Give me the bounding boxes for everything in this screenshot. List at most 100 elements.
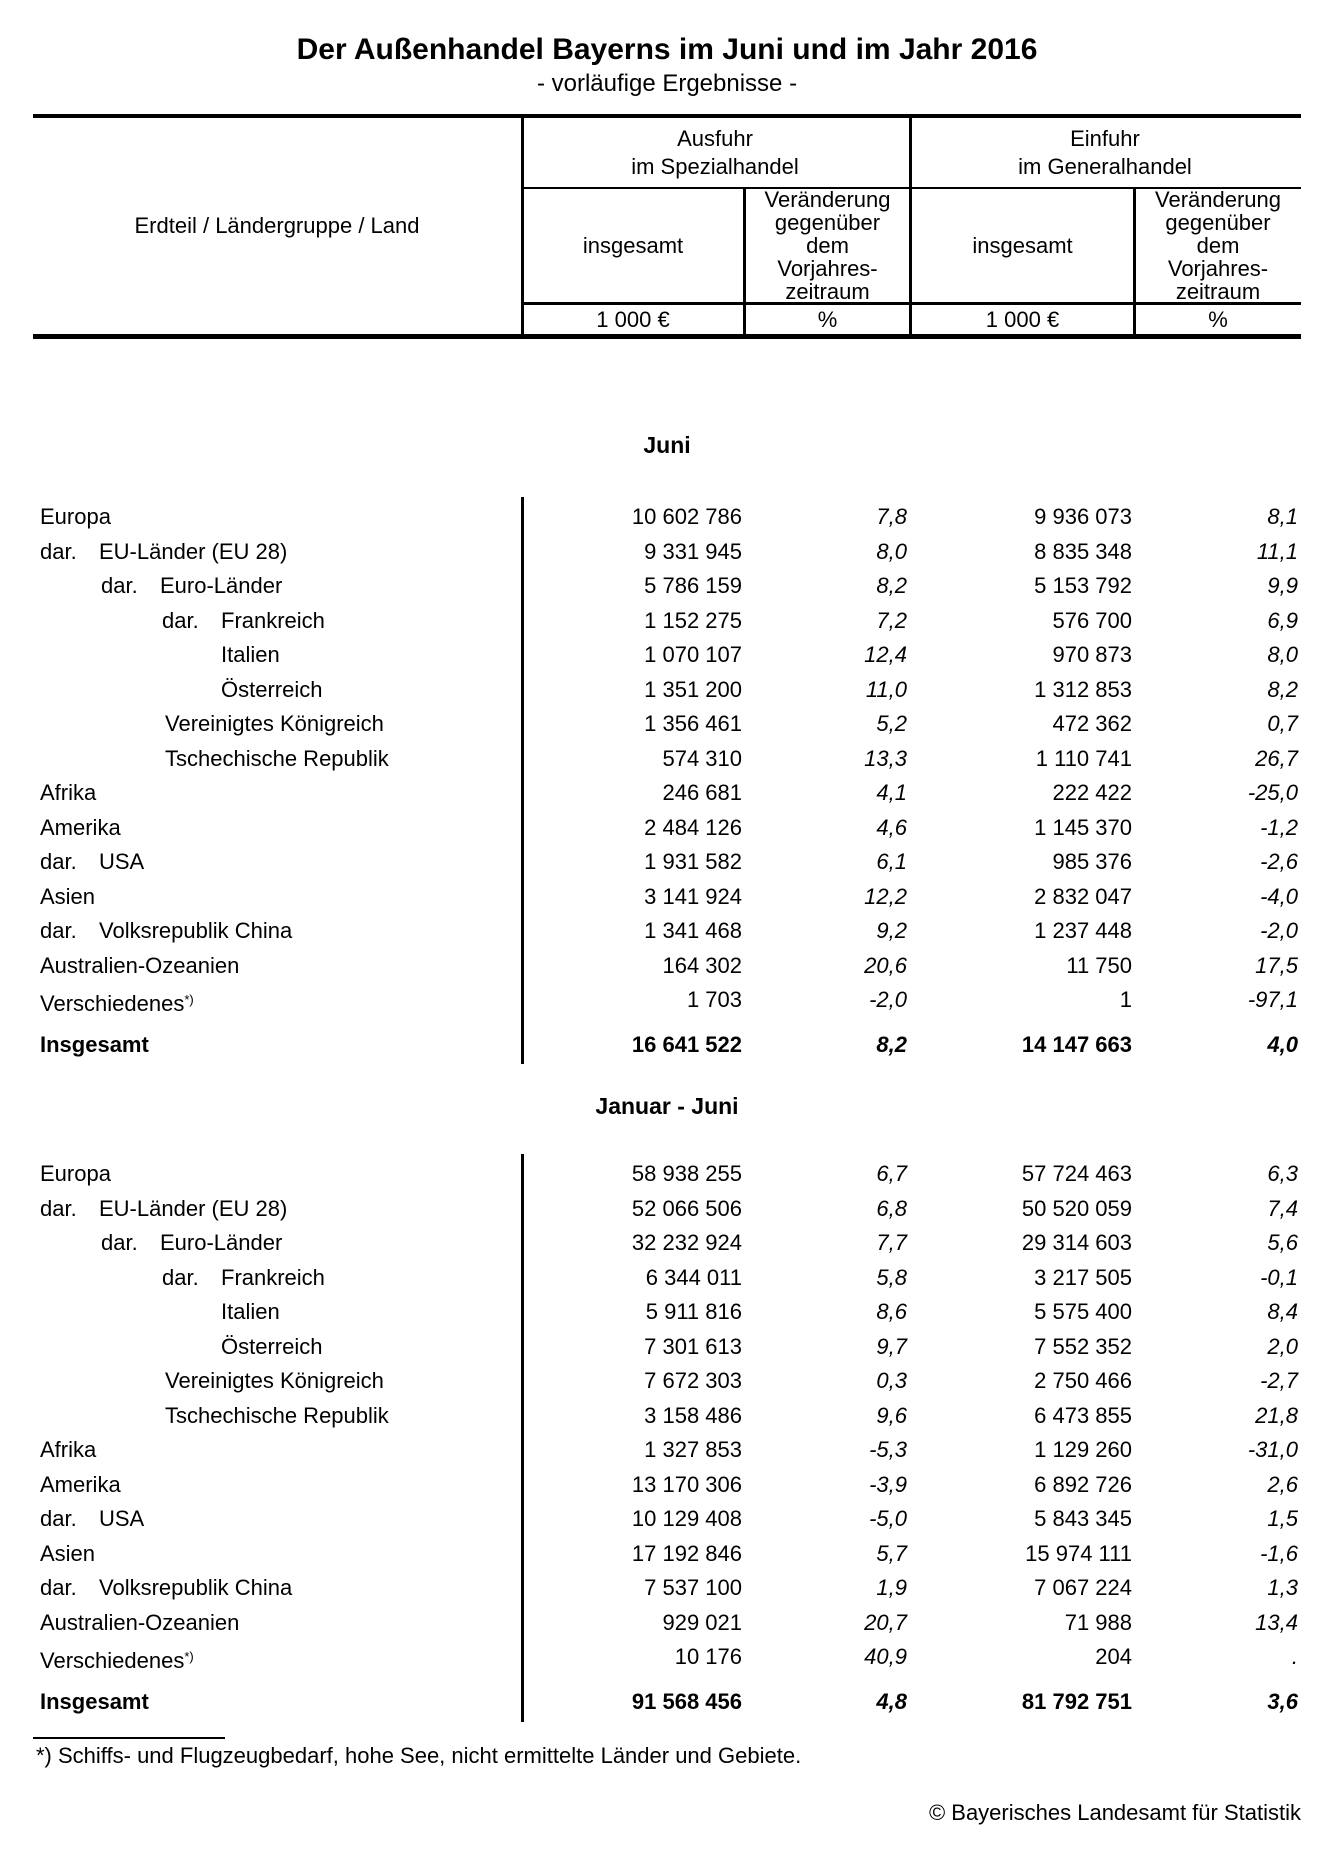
table-row: Österreich 1 351 200 11,0 1 312 853 8,2 — [33, 673, 1301, 708]
export-total-value: 91 568 456 — [631, 1688, 742, 1714]
import-total-value: 5 843 345 — [1034, 1506, 1132, 1531]
import-total-value: 71 988 — [1064, 1609, 1132, 1635]
footnote-marker: *) — [184, 1649, 194, 1664]
export-change-value: 40,9 — [864, 1644, 907, 1669]
row-label: Verschiedenes*) — [33, 983, 521, 1018]
table-row: Verschiedenes*) 1 703 -2,0 1 -97,1 — [33, 983, 1301, 1018]
export-total-value: 32 232 924 — [631, 1230, 742, 1255]
import-change-value: 6,9 — [1267, 607, 1298, 633]
row-label-text: Verschiedenes — [40, 1648, 185, 1673]
import-total-value: 11 750 — [1066, 952, 1132, 978]
row-label: Asien — [33, 1537, 521, 1572]
table-section-januar-juni: Europa 58 938 255 6,7 57 724 463 6,3 dar. EU-L… — [33, 1157, 1301, 1719]
import-pct-unit-label: % — [1208, 307, 1228, 332]
import-total-value: 5 153 792 — [1034, 573, 1132, 598]
import-change-value: 9,9 — [1267, 573, 1298, 598]
total-row: Insgesamt 16 641 522 8,2 14 147 663 4,0 — [33, 1028, 1301, 1063]
darunter-prefix: dar. — [162, 1264, 199, 1290]
row-label: Amerika — [33, 811, 521, 846]
import-change-value: -4,0 — [1260, 883, 1298, 909]
export-change-value: 20,6 — [864, 952, 907, 978]
export-change-value: -3,9 — [869, 1471, 907, 1497]
stub-header: Erdteil / Ländergruppe / Land — [134, 213, 420, 238]
import-change-value: -2,7 — [1260, 1368, 1298, 1393]
row-label: Afrika — [33, 776, 521, 811]
column-divider — [743, 187, 746, 334]
import-change-value: 11,1 — [1256, 538, 1298, 564]
import-change-value: -0,1 — [1260, 1264, 1298, 1290]
import-change-value: 8,0 — [1267, 642, 1298, 667]
import-total-value: 1 312 853 — [1034, 676, 1132, 702]
table-row: Europa 58 938 255 6,7 57 724 463 6,3 — [33, 1157, 1301, 1192]
column-divider — [521, 118, 524, 334]
table-row: Italien 5 911 816 8,6 5 575 400 8,4 — [33, 1295, 1301, 1330]
export-change-value: 8,2 — [876, 573, 907, 598]
export-total-value: 9 331 945 — [644, 538, 742, 564]
import-change-value: -25,0 — [1247, 780, 1298, 805]
import-total-value: 3 217 505 — [1034, 1264, 1132, 1290]
import-change-value: 7,4 — [1267, 1195, 1298, 1221]
row-label: Europa — [33, 500, 521, 535]
export-change-header: Veränderung gegenüber dem Vorjahres- zei… — [764, 187, 891, 304]
row-label: Italien — [33, 1295, 521, 1330]
row-label: Italien — [33, 638, 521, 673]
export-total-value: 16 641 522 — [631, 1031, 742, 1057]
import-total-value: 7 552 352 — [1034, 1333, 1132, 1359]
export-change-value: 8,6 — [876, 1299, 907, 1324]
row-label-text: Vereinigtes Königreich — [165, 711, 384, 736]
import-total-value: 29 314 603 — [1021, 1230, 1132, 1255]
import-change-value: 1,3 — [1267, 1575, 1298, 1600]
column-rule — [521, 1154, 524, 1722]
export-change-value: 4,1 — [876, 780, 907, 805]
table-row: Vereinigtes Königreich 7 672 303 0,3 2 750 … — [33, 1364, 1301, 1399]
import-total-value: 472 362 — [1052, 711, 1132, 736]
row-label: Tschechische Republik — [33, 1399, 521, 1434]
export-change-value: 5,2 — [876, 711, 907, 736]
import-change-value: 21,8 — [1255, 1402, 1298, 1428]
import-total-value: 222 422 — [1052, 780, 1132, 805]
row-label-text: Österreich — [221, 1333, 323, 1359]
export-total-value: 164 302 — [662, 952, 742, 978]
row-label-text: Volksrepublik China — [99, 1575, 293, 1600]
table-row: dar. Volksrepublik China 7 537 100 1,9 7 067… — [33, 1571, 1301, 1606]
import-change-value: 8,4 — [1267, 1299, 1298, 1324]
import-unit-label: 1 000 € — [985, 307, 1060, 332]
table-row: Afrika 246 681 4,1 222 422 -25,0 — [33, 776, 1301, 811]
column-rule — [521, 497, 524, 1064]
export-total-header: insgesamt — [582, 232, 684, 258]
import-change-value: 26,7 — [1255, 745, 1298, 771]
row-label: dar. Frankreich — [33, 1261, 521, 1296]
table-row: Australien-Ozeanien 164 302 20,6 11 750 17,5 — [33, 949, 1301, 984]
import-total-value: 57 724 463 — [1021, 1161, 1132, 1186]
import-total-value: 9 936 073 — [1034, 504, 1132, 529]
row-label: dar. EU-Länder (EU 28) — [33, 535, 521, 570]
export-total-value: 1 703 — [686, 987, 742, 1012]
table-row: dar. USA 10 129 408 -5,0 5 843 345 1,5 — [33, 1502, 1301, 1537]
total-row: Insgesamt 91 568 456 4,8 81 792 751 3,6 — [33, 1685, 1301, 1720]
row-label-text: Tschechische Republik — [165, 1402, 389, 1428]
import-total-value: 5 575 400 — [1034, 1299, 1132, 1324]
row-label: Asien — [33, 880, 521, 915]
row-label-text: Insgesamt — [40, 1031, 149, 1057]
table-row: dar. Volksrepublik China 1 341 468 9,2 1 237… — [33, 914, 1301, 949]
table-row: Österreich 7 301 613 9,7 7 552 352 2,0 — [33, 1330, 1301, 1365]
import-total-value: 985 376 — [1052, 849, 1132, 874]
row-label: dar. Volksrepublik China — [33, 914, 521, 949]
export-total-value: 1 152 275 — [644, 607, 742, 633]
export-total-value: 5 786 159 — [644, 573, 742, 598]
export-total-value: 929 021 — [662, 1609, 742, 1635]
row-label: Vereinigtes Königreich — [33, 707, 521, 742]
footnote-separator — [33, 1737, 225, 1739]
export-total-value: 1 356 461 — [644, 711, 742, 736]
export-change-value: -5,0 — [869, 1506, 907, 1531]
import-change-value: -2,0 — [1260, 918, 1298, 943]
import-change-value: 2,6 — [1267, 1471, 1298, 1497]
row-label: dar. EU-Länder (EU 28) — [33, 1192, 521, 1227]
import-total-value: 970 873 — [1052, 642, 1132, 667]
import-total-value: 1 — [1119, 987, 1132, 1012]
darunter-prefix: dar. — [162, 607, 199, 633]
darunter-prefix: dar. — [40, 1195, 77, 1221]
section-caption-januar-juni: Januar - Juni — [595, 1093, 739, 1119]
table-row: Europa 10 602 786 7,8 9 936 073 8,1 — [33, 500, 1301, 535]
row-label: Österreich — [33, 1330, 521, 1365]
